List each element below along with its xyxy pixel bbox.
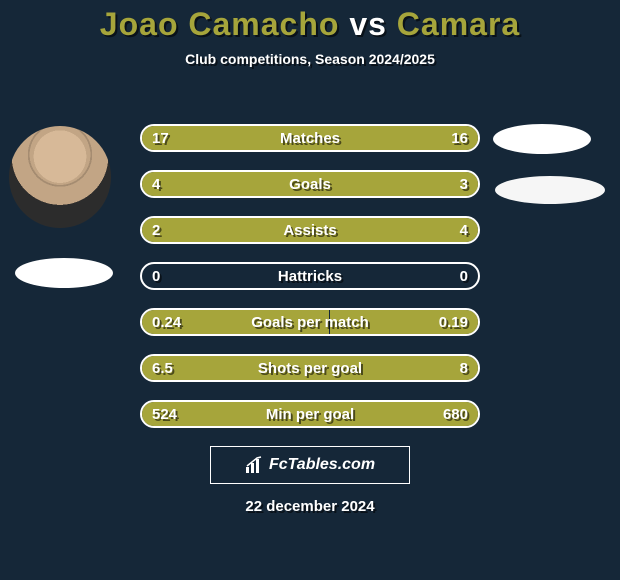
stat-bar-right bbox=[293, 356, 478, 380]
stat-bar-right bbox=[334, 172, 478, 196]
stat-row: 24Assists bbox=[140, 216, 480, 244]
stat-value-right: 0 bbox=[450, 264, 478, 288]
footer: FcTables.com 22 december 2024 bbox=[0, 446, 620, 515]
avatar-placeholder-oval bbox=[493, 124, 591, 154]
stat-value-left: 0 bbox=[142, 264, 170, 288]
brand-badge: FcTables.com bbox=[210, 446, 410, 484]
stat-bar-right bbox=[315, 126, 478, 150]
player1-avatar bbox=[9, 126, 111, 228]
stat-bar-right bbox=[288, 402, 478, 426]
title-vs: vs bbox=[349, 6, 387, 42]
stat-bar-right bbox=[330, 310, 479, 334]
stat-row: 524680Min per goal bbox=[140, 400, 480, 428]
avatar-placeholder-oval bbox=[15, 258, 113, 288]
stat-row: 0 0Hattricks bbox=[140, 262, 480, 290]
stat-bar-left bbox=[142, 310, 329, 334]
stat-row: 6.58Shots per goal bbox=[140, 354, 480, 382]
brand-name: FcTables.com bbox=[269, 456, 375, 474]
stat-label: Hattricks bbox=[142, 264, 478, 288]
stat-bar-right bbox=[254, 218, 478, 242]
page-title: Joao Camacho vs Camara bbox=[0, 0, 620, 43]
stat-bar-left bbox=[142, 172, 334, 196]
title-player1: Joao Camacho bbox=[100, 6, 340, 42]
avatar-placeholder-oval bbox=[495, 176, 605, 204]
stat-bar-left bbox=[142, 218, 254, 242]
stats-comparison: 1716Matches 43Goals 24Assists 0 0Hattricks 0.… bbox=[140, 124, 480, 446]
stat-bar-left bbox=[142, 402, 288, 426]
stat-row: 1716Matches bbox=[140, 124, 480, 152]
stat-bar-left bbox=[142, 356, 293, 380]
stat-bar-left bbox=[142, 126, 315, 150]
title-player2: Camara bbox=[397, 6, 520, 42]
subtitle: Club competitions, Season 2024/2025 bbox=[0, 51, 620, 67]
footer-date: 22 december 2024 bbox=[0, 498, 620, 515]
chart-icon bbox=[245, 456, 263, 474]
stat-row: 43Goals bbox=[140, 170, 480, 198]
stat-row: 0.240.19Goals per match bbox=[140, 308, 480, 336]
